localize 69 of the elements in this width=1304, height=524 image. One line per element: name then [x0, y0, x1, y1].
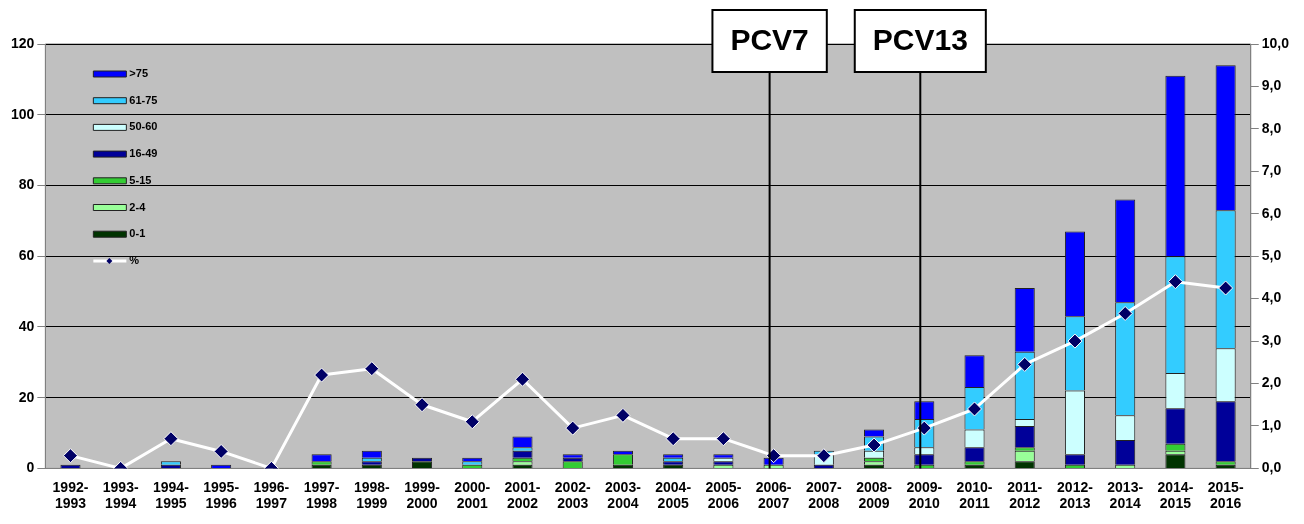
x-tick-label: 2011-2012 — [1007, 478, 1043, 512]
point — [163, 431, 179, 447]
point — [615, 407, 631, 423]
point — [1067, 333, 1083, 349]
x-tick-label: 2000-2001 — [454, 478, 491, 512]
x-tick-label: 2004-2005 — [655, 478, 692, 512]
y2-tick-label: 0,0 — [1261, 459, 1282, 476]
x-tick-label: 1996-1997 — [253, 478, 290, 512]
y2-tick-label: 10,0 — [1261, 34, 1290, 51]
x-tick-label: 2005-2006 — [705, 478, 742, 512]
point — [665, 431, 681, 447]
point — [62, 448, 78, 464]
y2-tick-label: 1,0 — [1261, 416, 1282, 433]
legend-label: >75 — [129, 67, 149, 80]
x-tick-label: 1998-1999 — [353, 478, 391, 512]
x-tick-label: 2014-2015 — [1157, 478, 1194, 512]
y-tick-label: 0 — [26, 459, 35, 476]
legend-label: 5-15 — [129, 173, 152, 186]
x-tick-label: 1992-1993 — [52, 478, 89, 512]
x-tick-label: 2008-2009 — [856, 478, 893, 512]
y2-tick-label: 4,0 — [1261, 289, 1282, 306]
x-tick-label: 1999-2000 — [404, 478, 441, 512]
point — [1167, 274, 1183, 290]
x-tick-label: 2010-2011 — [956, 478, 993, 512]
y-tick-label: 20 — [18, 388, 35, 405]
y-tick-label: 80 — [18, 176, 35, 193]
y2-tick-label: 2,0 — [1261, 374, 1282, 391]
ref-line-label: PCV7 — [730, 23, 809, 57]
legend-label: 0-1 — [129, 227, 146, 240]
point — [364, 361, 380, 377]
legend-label: 2-4 — [129, 200, 147, 213]
legend-label: 50-60 — [129, 120, 158, 133]
y-tick-label: 60 — [18, 247, 35, 264]
legend-label: 16-49 — [129, 147, 158, 160]
y-tick-label: 40 — [18, 317, 35, 334]
point — [1017, 356, 1033, 372]
legend-label: 61-75 — [129, 93, 158, 106]
point — [213, 443, 229, 459]
x-tick-label: 2012-2013 — [1057, 478, 1094, 512]
point — [1117, 305, 1133, 321]
y2-tick-label: 9,0 — [1261, 77, 1282, 94]
x-tick-label: 1995-1996 — [203, 478, 240, 512]
point — [314, 367, 330, 383]
x-tick-label: 1994-1995 — [153, 478, 190, 512]
x-tick-label: 2015-2016 — [1207, 478, 1244, 512]
y2-tick-label: 6,0 — [1261, 204, 1282, 221]
y2-tick-label: 3,0 — [1261, 331, 1282, 348]
y-tick-label: 120 — [11, 34, 35, 51]
y2-tick-label: 7,0 — [1261, 162, 1282, 179]
x-tick-label: 2002-2003 — [554, 478, 591, 512]
ref-line-label: PCV13 — [872, 23, 968, 57]
x-tick-label: 2013-2014 — [1107, 478, 1144, 512]
point — [816, 448, 832, 464]
point — [565, 420, 581, 436]
x-tick-label: 2006-2007 — [755, 478, 792, 512]
x-tick-label: 1997-1998 — [303, 478, 340, 512]
point — [514, 371, 530, 387]
point — [414, 397, 430, 413]
y2-tick-label: 8,0 — [1261, 119, 1282, 136]
point — [464, 414, 480, 430]
y2-tick-label: 5,0 — [1261, 247, 1282, 264]
point — [1218, 280, 1234, 296]
y-tick-label: 100 — [11, 105, 35, 122]
x-tick-label: 1993-1994 — [102, 478, 139, 512]
point — [715, 431, 731, 447]
x-tick-label: 2007-2008 — [805, 478, 843, 512]
x-tick-label: 2001-2002 — [504, 478, 541, 512]
x-tick-label: 2003-2004 — [605, 478, 642, 512]
x-tick-label: 2009-2010 — [906, 478, 943, 512]
